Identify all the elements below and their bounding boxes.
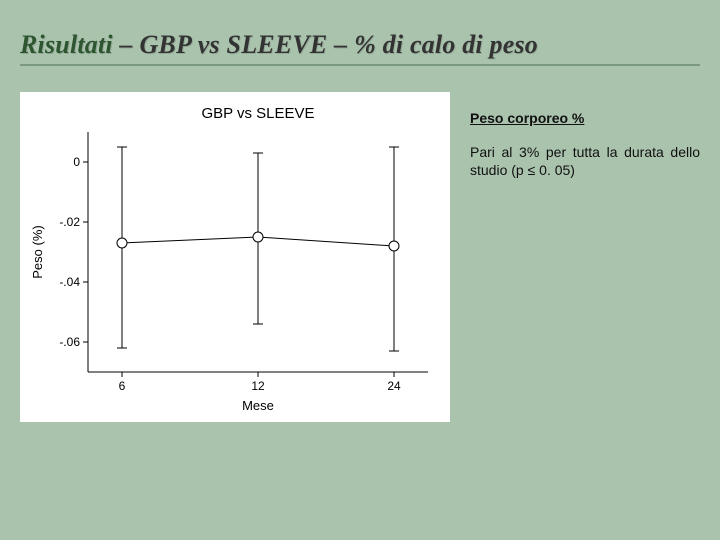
page-title-bar: Risultati – GBP vs SLEEVE – % di calo di… xyxy=(20,30,700,66)
y-tick-label: -.02 xyxy=(59,215,80,229)
chart-title: GBP vs SLEEVE xyxy=(201,105,314,122)
page-title: Risultati – GBP vs SLEEVE – % di calo di… xyxy=(20,30,700,60)
chart-panel: GBP vs SLEEVE -.06 -.04 -.02 0 6 12 24 Mese Peso … xyxy=(20,92,450,422)
chart-svg: GBP vs SLEEVE -.06 -.04 -.02 0 6 12 24 Mese Peso … xyxy=(20,92,450,422)
x-tick-label: 6 xyxy=(119,379,126,393)
x-tick-label: 24 xyxy=(387,379,401,393)
y-tick-label: -.04 xyxy=(59,275,80,289)
y-tick-label: 0 xyxy=(73,155,80,169)
y-axis-label: Peso (%) xyxy=(30,225,45,278)
data-marker xyxy=(117,238,127,248)
x-tick-label: 12 xyxy=(251,379,265,393)
side-text-block: Peso corporeo % Pari al 3% per tutta la … xyxy=(470,110,700,179)
y-tick-label: -.06 xyxy=(59,335,80,349)
side-heading: Peso corporeo % xyxy=(470,110,700,126)
x-axis-label: Mese xyxy=(242,398,274,413)
data-marker xyxy=(389,241,399,251)
data-marker xyxy=(253,232,263,242)
side-body: Pari al 3% per tutta la durata dello stu… xyxy=(470,144,700,179)
